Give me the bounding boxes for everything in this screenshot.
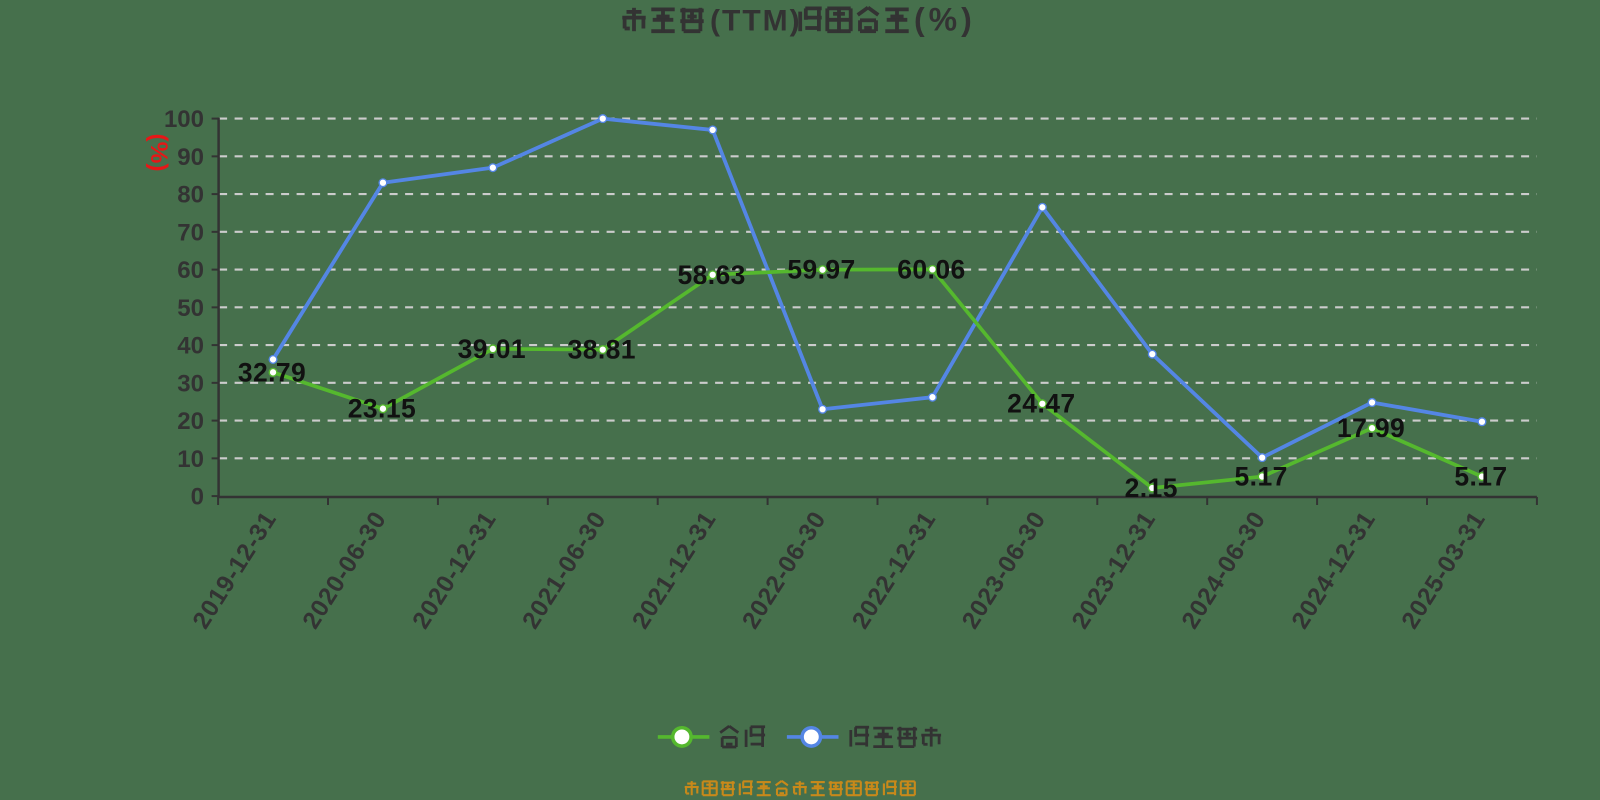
svg-text:50: 50 (177, 295, 204, 322)
svg-text:23.15: 23.15 (348, 394, 416, 424)
svg-text:0: 0 (191, 484, 204, 511)
svg-text:10: 10 (177, 446, 204, 473)
svg-text:30: 30 (177, 371, 204, 398)
svg-text:17.99: 17.99 (1337, 413, 1405, 443)
svg-text:60: 60 (177, 257, 204, 284)
svg-text:60.06: 60.06 (897, 254, 965, 284)
svg-text:(%): (%) (145, 133, 172, 171)
svg-text:58.63: 58.63 (677, 260, 745, 290)
svg-text:(%): (%) (914, 2, 976, 38)
svg-text:24.47: 24.47 (1007, 389, 1075, 419)
svg-text:100: 100 (164, 106, 204, 133)
svg-text:40: 40 (177, 333, 204, 360)
svg-text:32.79: 32.79 (238, 357, 306, 387)
svg-text:5.17: 5.17 (1235, 462, 1288, 492)
svg-text:39.01: 39.01 (458, 334, 526, 364)
svg-text:(TTM): (TTM) (710, 5, 802, 38)
svg-text:90: 90 (177, 144, 204, 171)
svg-text:38.81: 38.81 (568, 335, 636, 365)
svg-text:59.97: 59.97 (787, 255, 855, 285)
svg-text:80: 80 (177, 182, 204, 209)
svg-text:2.15: 2.15 (1125, 473, 1178, 503)
svg-text:5.17: 5.17 (1454, 462, 1507, 492)
svg-text:20: 20 (177, 408, 204, 435)
svg-text:70: 70 (177, 220, 204, 247)
